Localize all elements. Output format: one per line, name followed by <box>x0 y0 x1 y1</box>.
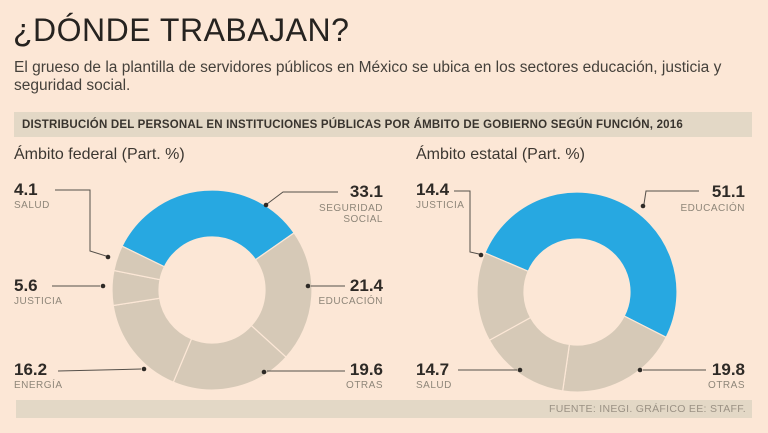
donut-segment-educación <box>484 191 678 339</box>
federal-salud-value: 4.1 <box>14 180 38 199</box>
federal-justicia-value: 5.6 <box>14 276 38 295</box>
federal-donut-chart <box>109 187 315 393</box>
section-header-bar: DISTRIBUCIÓN DEL PERSONAL EN INSTITUCION… <box>14 112 752 137</box>
estatal-donut-chart <box>474 189 680 395</box>
estatal-chart-title: Ámbito estatal (Part. %) <box>416 146 585 163</box>
donut-segment-justicia <box>476 252 532 342</box>
estatal-otras-label: OTRAS <box>708 380 745 391</box>
section-header-text: DISTRIBUCIÓN DEL PERSONAL EN INSTITUCION… <box>22 118 683 131</box>
estatal-justicia-label: JUSTICIA <box>416 200 465 211</box>
federal-energia-value: 16.2 <box>14 360 48 379</box>
federal-seguridad-social-label: SEGURIDAD SOCIAL <box>319 203 383 225</box>
federal-otras-value: 19.6 <box>349 360 383 379</box>
estatal-salud-value: 14.7 <box>416 360 450 379</box>
page-subtitle: El grueso de la plantilla de servidores … <box>14 59 722 94</box>
callout-dot-federal-justicia <box>100 283 106 289</box>
federal-justicia-label: JUSTICIA <box>14 296 63 307</box>
donut-segment-seguridad-social <box>121 189 295 268</box>
estatal-salud-label: SALUD <box>416 380 452 391</box>
source-text: FUENTE: INEGI. GRÁFICO EE: STAFF. <box>549 403 746 415</box>
federal-energia-label: ENERGÍA <box>14 380 63 391</box>
estatal-educacion-value: 51.1 <box>711 182 745 201</box>
federal-chart-title: Ámbito federal (Part. %) <box>14 146 185 163</box>
donut-segment-educación <box>250 232 313 359</box>
federal-salud-label: SALUD <box>14 200 50 211</box>
callout-line-federal-salud <box>55 189 107 257</box>
estatal-otras-value: 19.8 <box>711 360 745 379</box>
federal-otras-label: OTRAS <box>346 380 383 391</box>
source-bar: FUENTE: INEGI. GRÁFICO EE: STAFF. <box>16 400 752 418</box>
donut-segment-salud <box>113 245 166 281</box>
federal-educacion-value: 21.4 <box>349 276 383 295</box>
page-title: ¿DÓNDE TRABAJAN? <box>13 12 350 48</box>
estatal-educacion-label: EDUCACIÓN <box>680 203 745 214</box>
federal-educacion-label: EDUCACIÓN <box>318 296 383 307</box>
federal-seguridad-social-value: 33.1 <box>349 182 383 201</box>
estatal-justicia-value: 14.4 <box>416 180 450 199</box>
